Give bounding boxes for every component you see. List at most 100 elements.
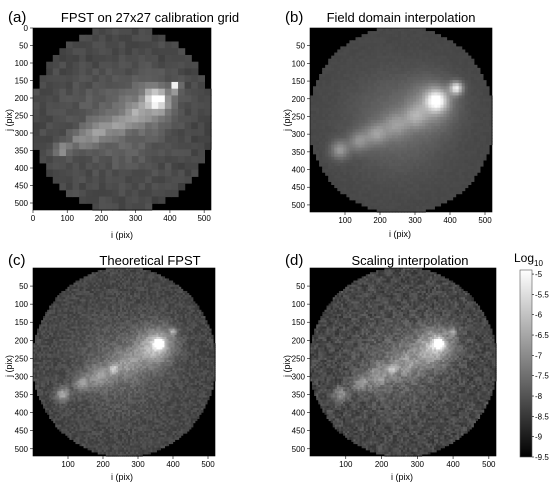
heatmap-cell	[46, 75, 53, 82]
heatmap-cell	[165, 163, 172, 170]
heatmap-cell	[191, 109, 198, 116]
heatmap-cell	[59, 170, 66, 177]
heatmap-cell	[79, 95, 86, 102]
heatmap-cell	[112, 62, 119, 69]
heatmap-cell	[53, 176, 60, 183]
heatmap-cell	[178, 82, 185, 89]
heatmap-cell	[112, 143, 119, 150]
heatmap-cell	[106, 89, 113, 96]
heatmap-cell	[138, 203, 145, 210]
heatmap-cell	[73, 102, 80, 109]
heatmap-cell	[152, 143, 159, 150]
heatmap-cell	[125, 55, 132, 62]
heatmap-cell	[79, 143, 86, 150]
heatmap-cell	[53, 75, 60, 82]
y-tick-label: 500	[292, 201, 306, 210]
heatmap-cell	[152, 55, 159, 62]
heatmap-cell	[106, 82, 113, 89]
heatmap-cell	[165, 109, 172, 116]
heatmap-cell	[119, 62, 126, 69]
heatmap-cell	[132, 55, 139, 62]
heatmap-cell	[92, 75, 99, 82]
heatmap-cell	[171, 41, 178, 48]
heatmap-cell	[152, 176, 159, 183]
heatmap-cell	[59, 48, 66, 55]
heatmap-cell	[165, 190, 172, 197]
heatmap-cell	[86, 75, 93, 82]
y-tick-label: 400	[292, 166, 306, 175]
heatmap-cell	[66, 109, 73, 116]
x-tick-label: 200	[373, 216, 387, 225]
heatmap-cell	[178, 129, 185, 136]
heatmap-cell	[158, 89, 165, 96]
heatmap-cell	[138, 190, 145, 197]
heatmap-cell	[185, 116, 192, 123]
heatmap-cell	[99, 197, 106, 204]
y-tick-label: 50	[296, 42, 305, 51]
heatmap-cell	[145, 197, 152, 204]
heatmap-cell	[53, 143, 60, 150]
heatmap-cell	[119, 116, 126, 123]
heatmap-cell	[171, 183, 178, 190]
heatmap-cell	[99, 122, 106, 129]
heatmap-cell	[165, 129, 172, 136]
heatmap-cell	[152, 129, 159, 136]
heatmap-cell	[158, 143, 165, 150]
heatmap-cell	[158, 48, 165, 55]
panel-a-ylabel: j (pix)	[4, 109, 14, 132]
heatmap-cell	[152, 109, 159, 116]
heatmap-cell	[59, 75, 66, 82]
x-tick-label: 500	[478, 216, 492, 225]
heatmap-cell	[185, 82, 192, 89]
heatmap-cell	[73, 136, 80, 143]
heatmap-cell	[125, 183, 132, 190]
panel-a-title: FPST on 27x27 calibration grid	[61, 10, 239, 25]
heatmap-cell	[125, 190, 132, 197]
heatmap-cell	[138, 176, 145, 183]
heatmap-cell	[185, 156, 192, 163]
heatmap-cell	[40, 109, 47, 116]
heatmap-cell	[99, 75, 106, 82]
heatmap-cell	[92, 156, 99, 163]
heatmap-cell	[152, 68, 159, 75]
heatmap-cell	[79, 109, 86, 116]
heatmap-cell	[92, 28, 99, 35]
heatmap-cell	[178, 62, 185, 69]
heatmap-cell	[106, 163, 113, 170]
heatmap-cell	[152, 136, 159, 143]
heatmap-cell	[112, 197, 119, 204]
heatmap-cell	[125, 163, 132, 170]
heatmap-cell	[185, 89, 192, 96]
heatmap-cell	[46, 170, 53, 177]
heatmap-cell	[178, 163, 185, 170]
heatmap-cell	[40, 149, 47, 156]
heatmap-cell	[92, 68, 99, 75]
panel-b-ylabel: j (pix)	[282, 109, 292, 132]
heatmap-cell	[53, 149, 60, 156]
heatmap-cell	[66, 48, 73, 55]
heatmap-cell	[178, 48, 185, 55]
heatmap-cell	[158, 176, 165, 183]
heatmap-cell	[33, 116, 40, 123]
heatmap-cell	[79, 102, 86, 109]
heatmap-cell	[185, 75, 192, 82]
heatmap-cell	[437, 203, 441, 207]
heatmap-cell	[92, 41, 99, 48]
heatmap-cell	[46, 136, 53, 143]
heatmap-cell	[112, 109, 119, 116]
heatmap-cell	[158, 197, 165, 204]
heatmap-cell	[59, 156, 66, 163]
heatmap-cell	[198, 122, 205, 129]
heatmap-cell	[86, 68, 93, 75]
heatmap-cell	[171, 176, 178, 183]
heatmap-cell	[178, 116, 185, 123]
heatmap-cell	[119, 68, 126, 75]
heatmap-cell	[125, 122, 132, 129]
heatmap-cell	[125, 62, 132, 69]
heatmap-cell	[86, 129, 93, 136]
heatmap-cell	[73, 129, 80, 136]
heatmap-cell	[125, 89, 132, 96]
heatmap-cell	[198, 129, 205, 136]
heatmap-cell	[132, 89, 139, 96]
heatmap-cell	[125, 28, 132, 35]
